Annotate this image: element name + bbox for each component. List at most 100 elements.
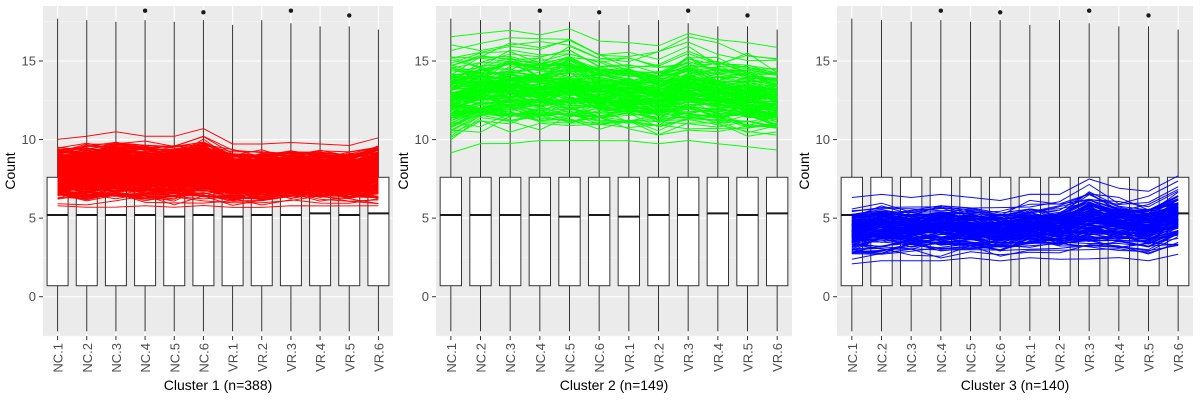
panel-3: 0 5 10 15 Count NC.1 NC.2 NC.3 NC.4 NC.5 NC.6 VR.1 V… <box>796 6 1193 393</box>
x-axis-title: Cluster 3 (n=140) <box>961 377 1070 393</box>
profile-line <box>57 167 379 181</box>
profile-line <box>57 174 379 186</box>
profile-line <box>57 174 379 189</box>
profile-line <box>450 61 778 88</box>
x-tick-label: VR.1 <box>226 343 241 372</box>
boxplot-NC.1 <box>439 18 463 332</box>
profile-line <box>851 206 1179 222</box>
profile-line <box>450 86 778 117</box>
profile-line <box>851 225 1179 243</box>
profile-line <box>851 243 1179 255</box>
x-tick-label: VR.4 <box>1112 343 1127 372</box>
x-axis-title: Cluster 1 (n=388) <box>164 377 273 393</box>
profile-line <box>450 111 778 128</box>
profile-line <box>851 204 1179 225</box>
profile-line <box>851 215 1179 234</box>
profile-line <box>57 182 379 193</box>
y-axis-title: Count <box>395 152 411 189</box>
box-outlier <box>1086 8 1092 13</box>
boxplot-VR.6 <box>765 29 789 332</box>
y-tick-label: 15 <box>816 54 830 69</box>
x-tick-label: VR.4 <box>313 343 328 372</box>
profile-line <box>57 148 379 168</box>
box-outlier <box>288 8 294 13</box>
x-tick-label: VR.3 <box>284 343 299 372</box>
x-tick-label: VR.6 <box>770 343 785 372</box>
boxplots <box>439 8 789 332</box>
x-tick-label: NC.4 <box>533 343 548 373</box>
panel-1: 0 5 10 15 Count NC.1 NC.2 NC.3 NC.4 NC.5 NC.6 VR.1 V… <box>2 6 393 393</box>
profile-line <box>450 139 778 154</box>
profile-line <box>57 174 379 190</box>
y-tick-label: 0 <box>823 289 830 304</box>
y-axis-title: Count <box>796 152 812 189</box>
x-tick-label: NC.2 <box>474 343 489 373</box>
y-axis: 0 5 10 15 <box>816 54 837 304</box>
profile-line <box>851 211 1179 233</box>
y-tick-label: 0 <box>422 289 429 304</box>
box-outlier <box>201 10 206 15</box>
x-tick-label: NC.4 <box>934 343 949 373</box>
profile-line <box>450 72 778 96</box>
x-tick-label: VR.3 <box>681 343 696 372</box>
profile-line <box>851 227 1179 242</box>
profile-line <box>450 98 778 124</box>
profile-line <box>57 205 379 208</box>
profile-line <box>57 168 379 179</box>
box-outlier <box>745 13 750 18</box>
box-body <box>587 176 611 287</box>
profile-line <box>851 193 1179 219</box>
y-tick-label: 0 <box>29 289 36 304</box>
x-tick-label: VR.5 <box>1142 343 1157 372</box>
box-outlier <box>685 8 691 13</box>
box-body <box>617 176 641 287</box>
profile-line <box>57 140 379 158</box>
x-axis: NC.1 NC.2 NC.3 NC.4 NC.5 NC.6 VR.1 VR.2 VR.3 VR.4… <box>845 336 1186 373</box>
x-tick-label: NC.5 <box>964 343 979 373</box>
profile-line <box>450 109 778 138</box>
profile-line <box>57 192 379 205</box>
profile-line <box>450 28 778 48</box>
profile-line <box>851 237 1179 252</box>
x-tick-label: VR.6 <box>371 343 386 372</box>
x-tick-label: NC.1 <box>444 343 459 373</box>
y-tick-label: 10 <box>415 132 429 147</box>
box-outlier <box>347 13 352 18</box>
box-body <box>558 176 581 287</box>
x-tick-label: NC.5 <box>167 343 182 373</box>
box-body <box>765 176 789 287</box>
profile-line <box>57 148 379 167</box>
box-body <box>736 176 759 287</box>
profile-line <box>57 150 379 170</box>
box-body <box>469 176 492 287</box>
profile-line <box>57 141 379 159</box>
profile-line <box>450 106 778 129</box>
x-tick-label: VR.1 <box>622 343 637 372</box>
x-tick-label: NC.2 <box>80 343 95 373</box>
x-axis-title: Cluster 2 (n=149) <box>560 377 669 393</box>
y-tick-label: 15 <box>415 54 429 69</box>
x-tick-label: NC.3 <box>109 343 124 373</box>
box-outlier <box>596 10 602 15</box>
box-body <box>706 176 730 287</box>
box-body <box>439 176 463 287</box>
x-tick-label: VR.2 <box>1053 343 1068 372</box>
x-tick-label: NC.1 <box>845 343 860 373</box>
profile-line <box>57 162 379 177</box>
profile-line <box>57 157 379 172</box>
x-tick-label: VR.1 <box>1023 343 1038 372</box>
x-tick-label: VR.5 <box>342 343 357 372</box>
profile-line <box>450 56 778 78</box>
profile-line <box>450 85 778 105</box>
profile-line <box>851 236 1179 254</box>
box-body <box>528 176 552 287</box>
profile-line <box>851 253 1179 265</box>
minor-gridlines <box>837 21 1193 337</box>
x-axis: NC.1 NC.2 NC.3 NC.4 NC.5 NC.6 VR.1 VR.2 VR.3 VR.4… <box>444 336 785 373</box>
profile-line <box>57 165 379 179</box>
profile-line <box>450 77 778 97</box>
x-tick-label: NC.4 <box>138 343 153 373</box>
x-tick-label: NC.5 <box>563 343 578 373</box>
box-body <box>647 176 670 287</box>
